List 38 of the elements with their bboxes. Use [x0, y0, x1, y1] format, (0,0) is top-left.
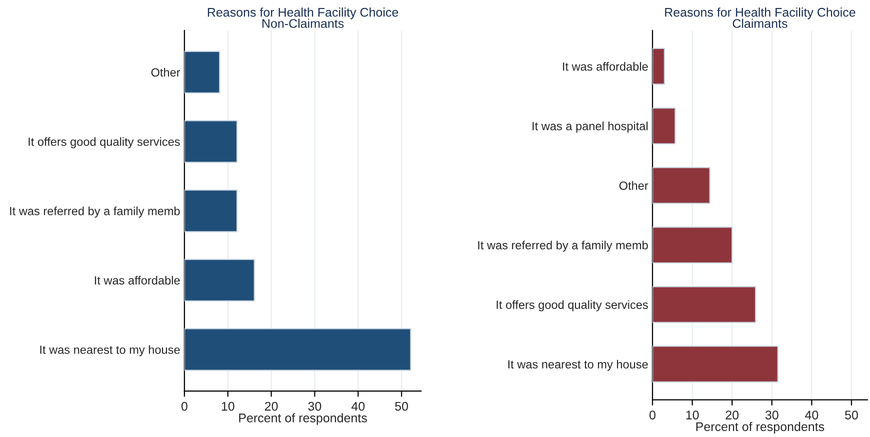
y-tick-label: It offers good quality services [28, 137, 180, 148]
bar [184, 50, 220, 94]
bar [652, 48, 665, 85]
y-tick-label: It was nearest to my house [40, 345, 180, 356]
y-tick-label: It offers good quality services [496, 300, 648, 312]
x-tick-label: 50 [395, 402, 408, 411]
bar [184, 120, 238, 163]
bar [652, 167, 710, 204]
bar [652, 346, 778, 383]
x-tick-label: 30 [308, 402, 322, 411]
x-tick-label: 0 [650, 410, 656, 420]
bar [184, 190, 238, 232]
x-axis-title: Percent of respondents [696, 422, 824, 434]
x-tick-label: 50 [845, 410, 858, 420]
bar [652, 107, 676, 144]
x-tick-label: 40 [351, 402, 365, 411]
y-tick-label: It was referred by a family memb [10, 206, 180, 218]
bar [652, 226, 733, 264]
y-tick-label: It was referred by a family memb [478, 240, 648, 252]
x-tick-label: 30 [765, 410, 778, 420]
chart-title: Reasons for Health Facility Choice Claimants [665, 8, 856, 28]
y-tick-label: Other [151, 68, 180, 77]
y-tick-label: It was affordable [563, 62, 648, 71]
x-tick-label: 20 [726, 410, 739, 420]
x-tick-label: 20 [264, 402, 278, 411]
bar [184, 258, 255, 302]
bar [652, 286, 756, 323]
x-tick-label: 10 [222, 402, 234, 411]
x-tick-label: 10 [686, 410, 699, 420]
bar [184, 328, 412, 371]
chart-title: Reasons for Health Facility Choice Non-Claimants [208, 8, 398, 28]
y-tick-label: It was nearest to my house [508, 360, 648, 371]
x-axis-title: Percent of respondents [239, 413, 367, 425]
y-tick-label: It was a panel hospital [532, 122, 648, 133]
x-tick-label: 0 [181, 402, 188, 411]
x-tick-label: 40 [805, 410, 818, 420]
y-tick-label: It was affordable [94, 276, 180, 285]
y-tick-label: Other [619, 181, 648, 190]
